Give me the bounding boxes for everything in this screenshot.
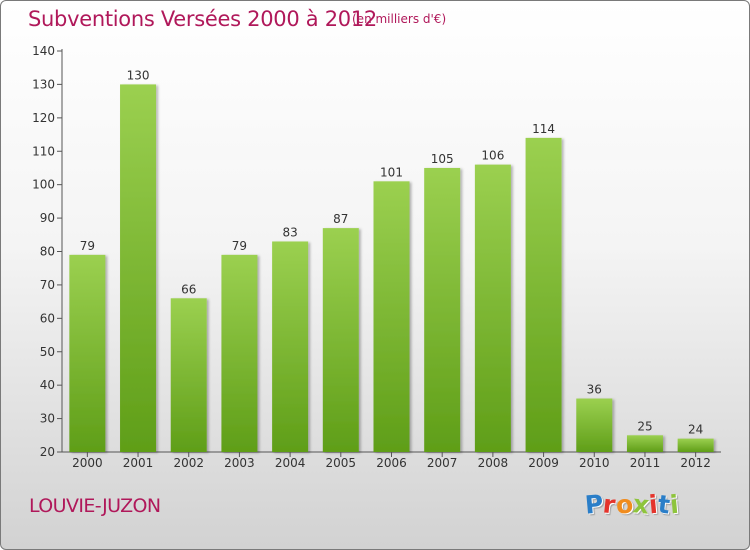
x-tick-label: 2011 [630, 456, 661, 470]
x-tick-label: 2004 [275, 456, 306, 470]
y-tick-label: 100 [32, 178, 55, 192]
x-tick-label: 2009 [528, 456, 559, 470]
bar-2012 [677, 438, 714, 452]
chart-title: Subventions Versées 2000 à 2012 [28, 7, 377, 31]
bar-value-label: 130 [127, 68, 150, 82]
bar-2001 [120, 84, 157, 453]
bar-value-label: 79 [80, 239, 95, 253]
bar-2000 [69, 254, 106, 452]
bar-value-label: 114 [532, 122, 555, 136]
bar-value-label: 79 [232, 239, 247, 253]
y-tick-label: 120 [32, 111, 55, 125]
bar-value-label: 25 [637, 419, 652, 433]
y-tick-label: 20 [40, 445, 55, 459]
x-tick-label: 2005 [326, 456, 357, 470]
y-tick-label: 130 [32, 77, 55, 91]
commune-name: LOUVIE-JUZON [29, 495, 161, 517]
bar-2008 [474, 164, 511, 452]
chart-title-text: Subventions Versées 2000 à 2012 [28, 7, 377, 31]
x-tick-label: 2002 [173, 456, 204, 470]
y-tick-label: 110 [32, 144, 55, 158]
x-tick-label: 2001 [123, 456, 154, 470]
proxiti-logo[interactable]: Proxiti [584, 489, 680, 520]
bar-value-label: 36 [587, 383, 602, 397]
y-tick-label: 70 [40, 278, 55, 292]
bar-2009 [525, 137, 562, 452]
bar-2006 [373, 181, 410, 452]
y-tick-label: 50 [40, 345, 55, 359]
x-tick-label: 2007 [427, 456, 458, 470]
bar-value-label: 105 [431, 152, 454, 166]
x-tick-label: 2000 [72, 456, 103, 470]
y-tick-label: 80 [40, 245, 55, 259]
bar-value-label: 106 [481, 149, 504, 163]
x-tick-label: 2006 [376, 456, 407, 470]
y-tick-label: 30 [40, 412, 55, 426]
x-tick-label: 2003 [224, 456, 255, 470]
y-tick-label: 140 [32, 44, 55, 58]
bar-value-label: 87 [333, 212, 348, 226]
bar-2002 [170, 298, 207, 452]
bar-value-label: 101 [380, 165, 403, 179]
x-tick-label: 2012 [680, 456, 711, 470]
bar-value-label: 66 [181, 282, 196, 296]
logo-letter: i [668, 489, 680, 520]
x-tick-label: 2010 [579, 456, 610, 470]
x-tick-label: 2008 [478, 456, 509, 470]
bar-2005 [322, 228, 359, 452]
bar-value-label: 83 [282, 225, 297, 239]
chart-unit-note: (en milliers d'€) [352, 12, 447, 26]
bar-2010 [576, 398, 613, 452]
y-tick-label: 40 [40, 378, 55, 392]
y-tick-label: 60 [40, 311, 55, 325]
bar-2011 [626, 435, 663, 452]
bar-2003 [221, 254, 258, 452]
bar-value-label: 24 [688, 423, 703, 437]
y-tick-label: 90 [40, 211, 55, 225]
bar-2004 [272, 241, 309, 452]
bar-2007 [424, 167, 461, 453]
